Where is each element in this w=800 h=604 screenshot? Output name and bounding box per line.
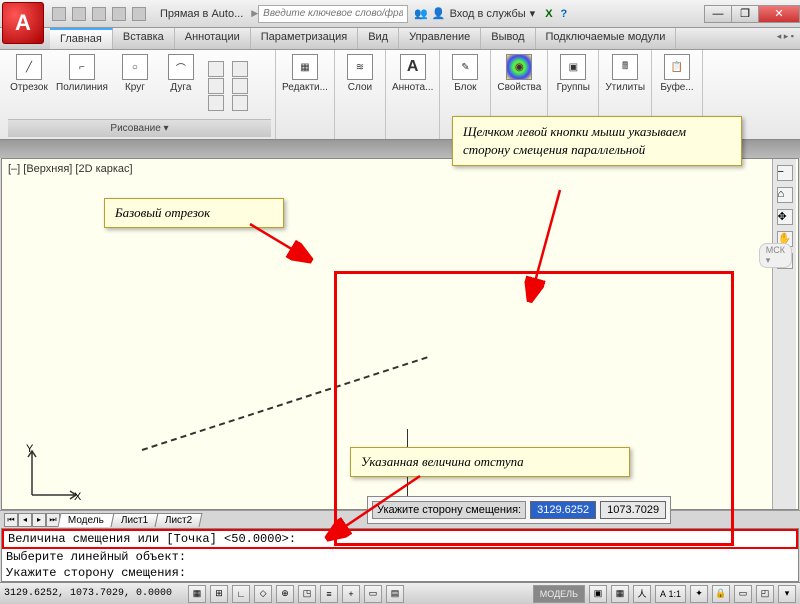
search-input[interactable] — [258, 5, 408, 23]
draw-small-1[interactable] — [206, 52, 226, 119]
status-bar: 3129.6252, 1073.7029, 0.0000 ▦ ⊞ ∟ ◇ ⊕ ◳… — [0, 582, 800, 604]
help-icon[interactable]: ? — [561, 8, 568, 20]
people-icon: 👥 — [414, 7, 428, 20]
polyline-button[interactable]: ⌐Полилиния — [54, 52, 110, 119]
callout-offset-value: Указанная величина отступа — [350, 447, 630, 477]
properties-icon: ◉ — [506, 54, 532, 80]
exchange-icon[interactable]: X — [545, 8, 552, 20]
tab-nav-prev[interactable]: ◂ — [18, 513, 32, 527]
arc-icon: ⌒ — [168, 54, 194, 80]
window-title: Прямая в Auto... — [160, 8, 243, 20]
layers-icon: ≋ — [347, 54, 373, 80]
circle-button[interactable]: ○Круг — [114, 52, 156, 119]
annotation-button[interactable]: AАннота... — [390, 52, 435, 137]
tab-annotate[interactable]: Аннотации — [175, 28, 251, 49]
dynamic-input-x[interactable]: 3129.6252 — [530, 501, 596, 519]
nav-minus-icon[interactable]: − — [777, 165, 793, 181]
tab-manage[interactable]: Управление — [399, 28, 481, 49]
block-icon: ✎ — [452, 54, 478, 80]
clipboard-icon: 📋 — [664, 54, 690, 80]
quick-access-toolbar — [46, 7, 152, 21]
close-button[interactable]: ✕ — [758, 5, 800, 23]
tab-view[interactable]: Вид — [358, 28, 399, 49]
tab-home[interactable]: Главная — [50, 28, 113, 49]
dynamic-input-label: Укажите сторону смещения: — [372, 501, 526, 519]
user-icon: 👤 — [432, 7, 446, 20]
groups-icon: ▣ — [560, 54, 586, 80]
circle-icon: ○ — [122, 54, 148, 80]
tab-nav-first[interactable]: ⏮ — [4, 513, 18, 527]
maximize-button[interactable]: ❐ — [731, 5, 759, 23]
login-label: Вход в службы — [450, 8, 526, 20]
command-line-2: Выберите линейный объект: — [2, 549, 798, 565]
arc-button[interactable]: ⌒Дуга — [160, 52, 202, 119]
coordinate-system-badge[interactable]: МСК ▾ — [759, 243, 792, 268]
app-logo[interactable]: A — [2, 2, 44, 44]
polyline-icon: ⌐ — [69, 54, 95, 80]
window-buttons: — ❐ ✕ — [705, 5, 800, 23]
callout-base-segment: Базовый отрезок — [104, 198, 284, 228]
line-button[interactable]: ╱Отрезок — [8, 52, 50, 119]
line-icon: ╱ — [16, 54, 42, 80]
nav-home-icon[interactable]: ⌂ — [777, 187, 793, 203]
tab-output[interactable]: Вывод — [481, 28, 535, 49]
sheet-model[interactable]: Модель — [58, 513, 115, 527]
ribbon-tabs: Главная Вставка Аннотации Параметризация… — [0, 28, 800, 50]
qat-redo-icon[interactable] — [132, 7, 146, 21]
qat-new-icon[interactable] — [52, 7, 66, 21]
qat-save-icon[interactable] — [92, 7, 106, 21]
tab-parametric[interactable]: Параметризация — [251, 28, 358, 49]
dynamic-input: Укажите сторону смещения: 3129.6252 1073… — [367, 496, 671, 524]
sheet-2[interactable]: Лист2 — [155, 513, 203, 527]
edit-icon: ▦ — [292, 54, 318, 80]
tab-insert[interactable]: Вставка — [113, 28, 175, 49]
titlebar: Прямая в Auto... ▶ 👥 👤 Вход в службы▾ X … — [0, 0, 800, 28]
viewport-label[interactable]: [–] [Верхняя] [2D каркас] — [8, 163, 133, 175]
layers-button[interactable]: ≋Слои — [339, 52, 381, 137]
edit-button[interactable]: ▦Редакти... — [280, 52, 330, 137]
draw-small-2[interactable] — [230, 52, 250, 119]
text-icon: A — [400, 54, 426, 80]
nav-sidebar: − ⌂ ✥ ✋ ↻ МСК ▾ — [772, 159, 796, 509]
tab-plugins[interactable]: Подключаемые модули — [536, 28, 677, 49]
qat-undo-icon[interactable] — [112, 7, 126, 21]
login-area[interactable]: 👥 👤 Вход в службы▾ X ? — [414, 7, 567, 20]
command-line-3[interactable]: Укажите сторону смещения: — [2, 565, 798, 581]
minimize-button[interactable]: — — [704, 5, 732, 23]
tab-nav-next[interactable]: ▸ — [32, 513, 46, 527]
dynamic-input-y[interactable]: 1073.7029 — [600, 501, 666, 519]
status-coords: 3129.6252, 1073.7029, 0.0000 — [4, 588, 172, 599]
qat-open-icon[interactable] — [72, 7, 86, 21]
nav-compass-icon[interactable]: ✥ — [777, 209, 793, 225]
sheet-1[interactable]: Лист1 — [110, 513, 158, 527]
utilities-icon: 🖩 — [612, 54, 638, 80]
callout-click-side: Щелчком левой кнопки мыши указываем стор… — [452, 116, 742, 166]
draw-group-title[interactable]: Рисование ▾ — [8, 119, 271, 137]
